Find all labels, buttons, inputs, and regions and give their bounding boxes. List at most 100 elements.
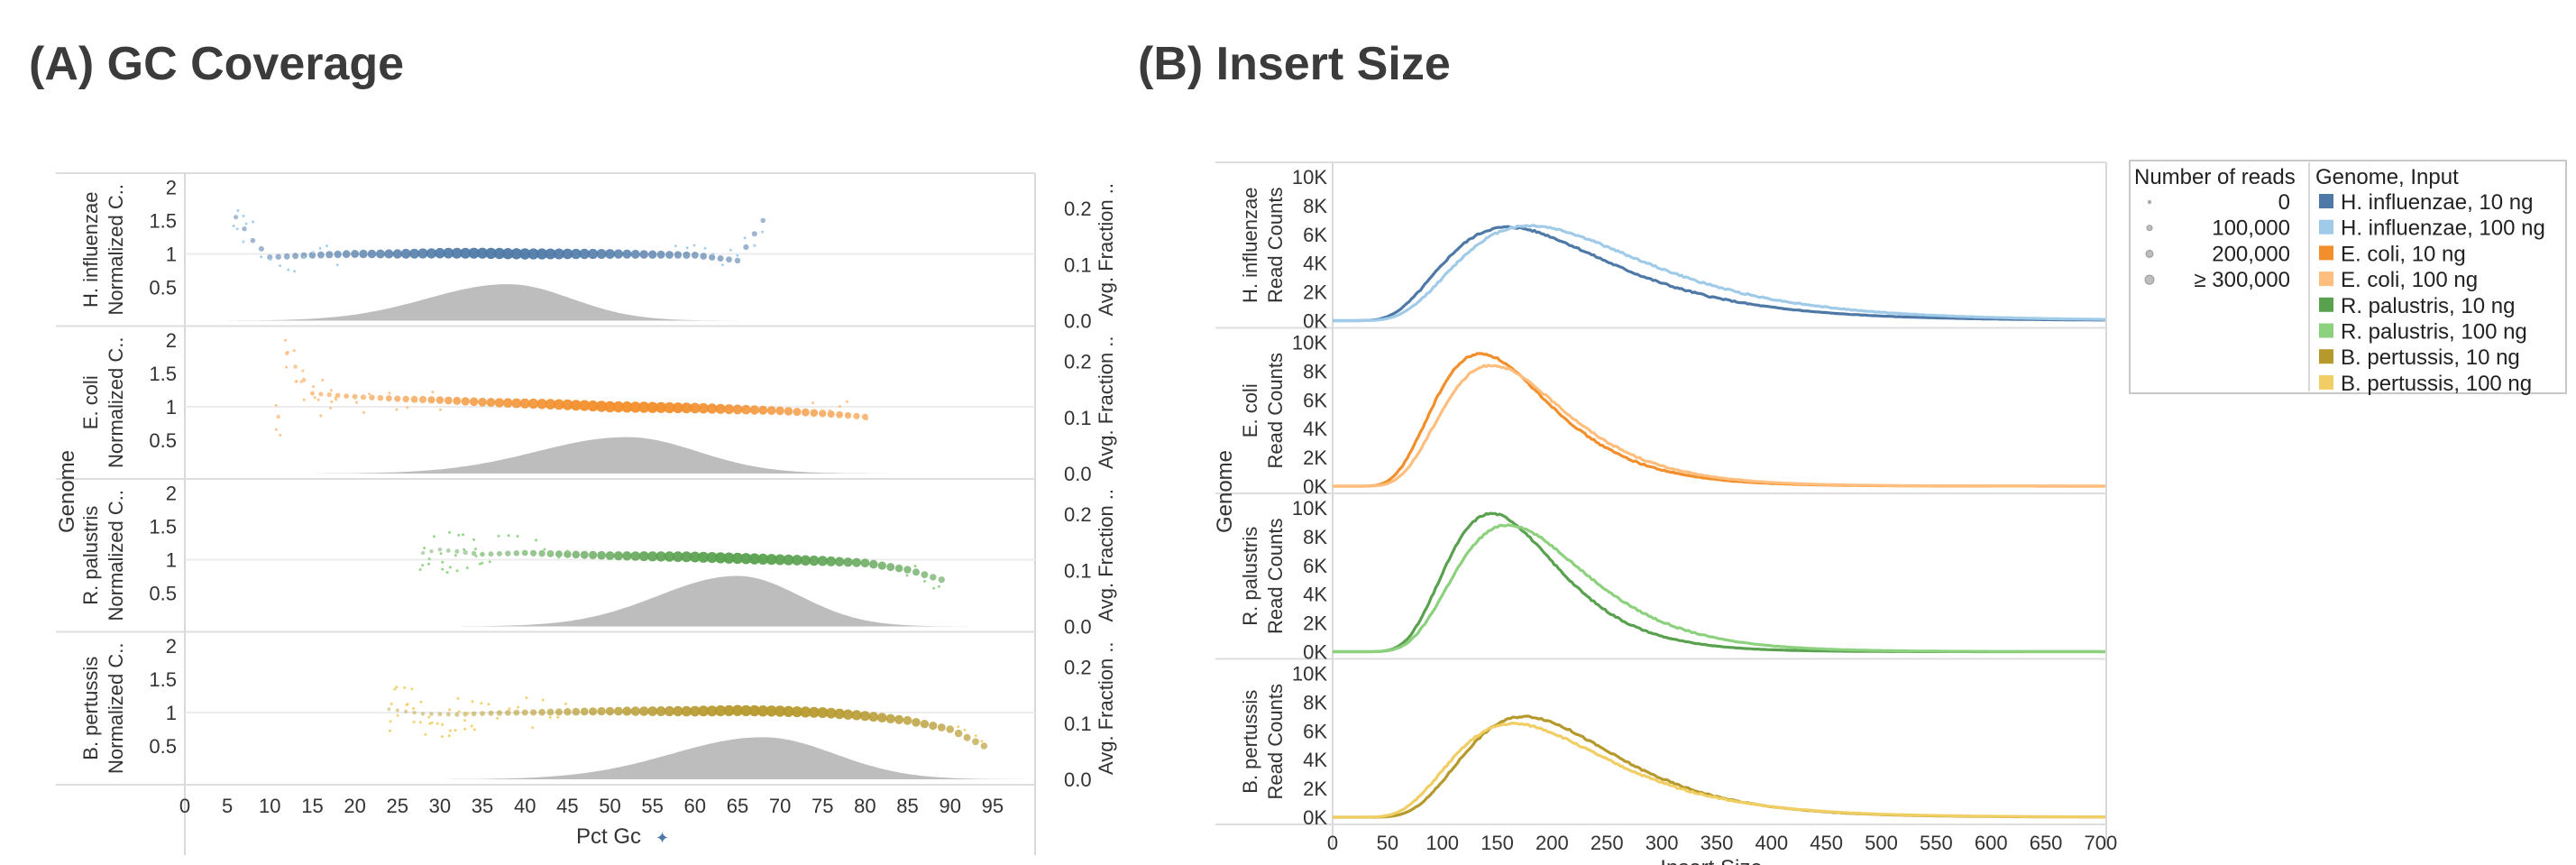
- gc-point: [724, 404, 734, 415]
- panel-b-title: (B) Insert Size: [1138, 38, 1451, 90]
- is-row-r-palustris: 0K 2K 4K 6K 8K 10K R. palustris Read Counts: [1215, 497, 2106, 664]
- gc-point: [329, 406, 333, 409]
- gc-point: [463, 719, 466, 722]
- is-genome-axis-title: Genome: [1213, 450, 1237, 533]
- gc-point: [242, 215, 245, 217]
- gc-point: [834, 557, 845, 567]
- gc-point: [723, 704, 735, 717]
- gc-point: [318, 246, 322, 250]
- gc-point: [377, 396, 380, 400]
- is-y-tick: 10K: [1292, 497, 1327, 520]
- gc-point: [431, 391, 435, 394]
- gc-point: [638, 551, 649, 562]
- legend-size-symbol: [2146, 225, 2153, 232]
- gc-point: [570, 400, 582, 411]
- gc-point: [775, 406, 784, 416]
- gc-point: [853, 412, 860, 419]
- is-y-tick: 8K: [1303, 526, 1327, 548]
- gc-x-tick: 95: [982, 795, 1004, 817]
- gc-point: [691, 252, 699, 259]
- gc-point: [471, 550, 477, 557]
- gc-pin-icon: ✦: [655, 829, 669, 847]
- is-x-tick: 650: [2030, 832, 2063, 854]
- gc-point: [800, 706, 811, 718]
- gc-point: [463, 548, 465, 551]
- gc-point: [843, 557, 853, 567]
- gc-y-tick: 1: [166, 702, 177, 724]
- gc-point: [946, 725, 954, 733]
- gc-point: [655, 401, 667, 413]
- gc-point: [488, 710, 494, 716]
- gc-point: [352, 393, 358, 400]
- gc-point: [325, 251, 334, 259]
- gc-point: [421, 564, 425, 567]
- gc-point: [283, 253, 290, 260]
- gc-point: [258, 245, 264, 252]
- gc-point: [394, 395, 401, 402]
- gc-row-right-measure-label: Avg. Fraction ..: [1095, 336, 1117, 469]
- gc-point: [886, 563, 895, 572]
- gc-point: [826, 556, 837, 566]
- gc-point: [435, 396, 445, 404]
- gc-point: [507, 534, 510, 538]
- gc-point: [443, 247, 454, 259]
- gc-point: [418, 568, 422, 571]
- gc-point: [564, 708, 572, 716]
- gc-point: [736, 253, 739, 257]
- gc-point: [437, 712, 443, 717]
- gc-point: [555, 550, 563, 558]
- gc-point: [308, 252, 316, 259]
- gc-point: [437, 548, 443, 552]
- gc-point: [605, 249, 615, 259]
- gc-point: [614, 706, 623, 716]
- gc-point: [487, 703, 490, 706]
- gc-point: [732, 404, 743, 415]
- gc-point: [535, 538, 538, 542]
- gc-point: [579, 248, 590, 260]
- gc-point: [761, 230, 764, 234]
- legend-color-items: H. influenzae, 10 ngH. influenzae, 100 n…: [2319, 190, 2545, 396]
- gc-point: [589, 550, 598, 560]
- gc-point: [285, 365, 289, 369]
- gc-point: [689, 705, 701, 717]
- gc-point: [613, 551, 624, 561]
- gc-point: [664, 401, 675, 414]
- gc-point: [734, 257, 741, 264]
- gc-point: [409, 248, 420, 259]
- gc-point: [664, 705, 675, 717]
- gc-y-tick: 0.5: [149, 429, 177, 452]
- is-series-line: [1333, 523, 2105, 654]
- gc-point: [417, 248, 428, 259]
- gc-point: [471, 711, 477, 717]
- gc-x-tick: 5: [222, 795, 233, 817]
- gc-row-right-measure-label: Avg. Fraction ..: [1095, 183, 1117, 317]
- gc-point: [385, 395, 392, 402]
- is-row-measure-label: Read Counts: [1264, 519, 1287, 634]
- gc-point: [316, 398, 320, 401]
- gc-point: [980, 740, 984, 743]
- gc-point: [367, 249, 377, 259]
- is-y-tick: 10K: [1292, 166, 1327, 189]
- gc-y-tick: 0.5: [149, 582, 177, 604]
- gc-point: [793, 408, 802, 417]
- gc-point: [279, 264, 282, 268]
- gc-point: [474, 555, 478, 557]
- gc-y2-tick: 0.2: [1064, 657, 1092, 679]
- is-x-axis-title: Insert Size: [1660, 856, 1762, 865]
- gc-point: [427, 396, 435, 404]
- gc-point: [451, 247, 463, 259]
- gc-x-tick: 45: [556, 795, 578, 817]
- gc-point: [454, 712, 460, 717]
- gc-point: [299, 380, 303, 383]
- gc-point: [445, 571, 449, 575]
- gc-point: [571, 248, 582, 260]
- is-y-tick: 2K: [1303, 612, 1327, 635]
- is-y-tick: 4K: [1303, 253, 1327, 275]
- gc-point: [741, 404, 751, 415]
- gc-point: [894, 714, 904, 724]
- legend-size-label: 0: [2278, 190, 2290, 215]
- gc-point: [698, 402, 709, 414]
- gc-point: [389, 729, 391, 732]
- legend-box: [2129, 160, 2567, 394]
- gc-y-tick: 1: [166, 243, 177, 265]
